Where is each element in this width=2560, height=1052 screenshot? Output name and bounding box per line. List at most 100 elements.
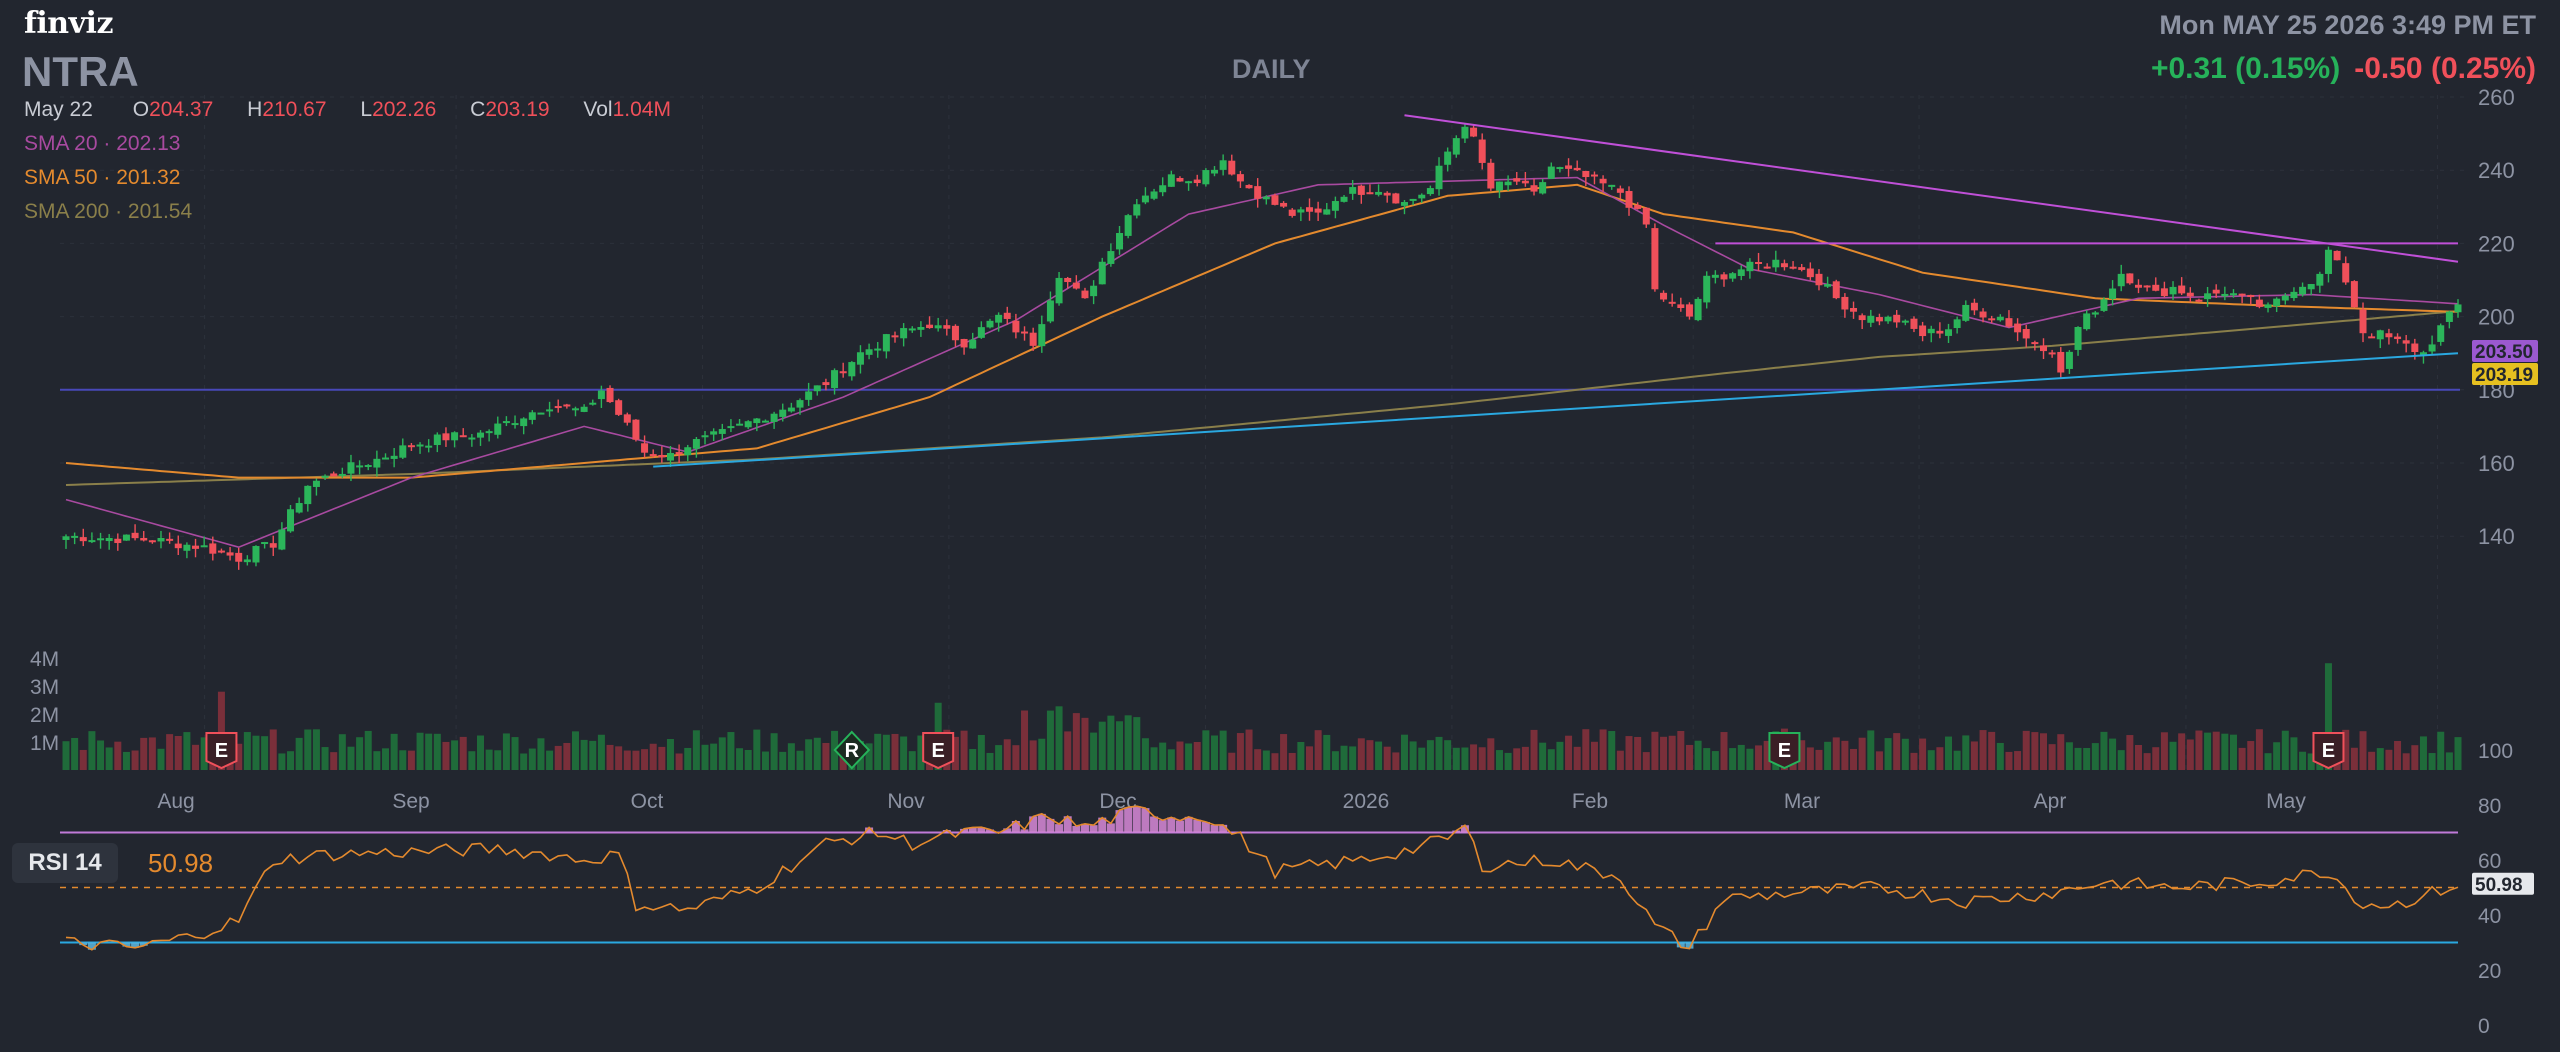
rsi-tick-label: 60: [2478, 850, 2501, 873]
candle-body: [1470, 127, 1478, 137]
volume-bar: [2437, 731, 2445, 770]
volume-bar: [1893, 733, 1901, 770]
candle-body: [2169, 286, 2177, 295]
volume-bar: [891, 733, 899, 770]
volume-bar: [701, 744, 709, 770]
volume-bar: [2359, 731, 2367, 770]
volume-bar: [1262, 750, 1270, 770]
volume-bar: [2031, 732, 2039, 770]
candle-body: [2385, 333, 2393, 338]
volume-bar: [1858, 737, 1866, 770]
candle-body: [1193, 179, 1201, 184]
candle-body: [364, 465, 372, 468]
candle-body: [217, 550, 225, 553]
price-tag-label: 203.19: [2475, 365, 2533, 386]
volume-bar: [1305, 746, 1313, 770]
candle-body: [122, 534, 130, 541]
candle-body: [1504, 181, 1512, 186]
candle-body: [347, 462, 355, 474]
volume-bar: [1927, 750, 1935, 770]
candle-body: [2307, 284, 2315, 290]
volume-bar: [174, 735, 182, 770]
candle-body: [1962, 304, 1970, 321]
candle-body: [977, 327, 985, 338]
candle-body: [2109, 288, 2117, 299]
volume-bar: [1625, 736, 1633, 770]
volume-bar: [1392, 752, 1400, 770]
volume-bar: [1366, 740, 1374, 770]
volume-bar: [2005, 751, 2013, 770]
volume-bar: [1970, 741, 1978, 770]
candle-body: [1547, 166, 1555, 179]
candle-body: [2117, 273, 2125, 287]
candle-body: [399, 445, 407, 458]
candle-body: [917, 327, 925, 330]
candle-body: [1850, 308, 1858, 312]
volume-tick-label: 2M: [30, 704, 59, 727]
event-marker-label: E: [1778, 740, 1791, 762]
volume-bar: [1746, 748, 1754, 770]
volume-bar: [736, 748, 744, 770]
volume-bar: [1936, 747, 1944, 770]
volume-bar: [356, 737, 364, 770]
candle-body: [649, 454, 657, 457]
volume-bar: [2247, 741, 2255, 770]
volume-bar: [1021, 710, 1029, 770]
candle-body: [2445, 311, 2453, 322]
volume-bar: [200, 737, 208, 770]
sma50-legend[interactable]: SMA 50 · 201.32: [24, 166, 181, 189]
sma200-legend[interactable]: SMA 200 · 201.54: [24, 200, 193, 223]
volume-bar: [1452, 747, 1460, 770]
candle-body: [528, 412, 536, 420]
volume-bar: [1444, 740, 1452, 770]
candle-body: [520, 418, 528, 427]
candle-body: [727, 426, 735, 429]
volume-bar: [459, 736, 467, 770]
finviz-logo[interactable]: finviz: [24, 6, 113, 41]
candle-body: [338, 473, 346, 476]
candle-body: [2160, 288, 2168, 297]
candle-body: [2238, 293, 2246, 296]
volume-bar: [1556, 741, 1564, 770]
volume-bar: [1677, 731, 1685, 770]
volume-bar: [900, 736, 908, 770]
volume-bar: [1116, 721, 1124, 770]
candle-body: [546, 409, 554, 412]
candle-body: [2411, 343, 2419, 352]
volume-bar: [1271, 753, 1279, 770]
volume-bar: [1850, 748, 1858, 770]
trendlines[interactable]: [653, 114, 2459, 468]
price-axis: 260240220200180160140203.50203.194M3M2M1…: [30, 85, 2538, 755]
candle-body: [796, 400, 804, 408]
volume-bar: [1461, 747, 1469, 770]
volume-bar: [1608, 731, 1616, 770]
timeframe-label[interactable]: DAILY: [1232, 54, 1311, 84]
candle-body: [1660, 292, 1668, 300]
sma20-legend[interactable]: SMA 20 · 202.13: [24, 132, 181, 155]
candle-body: [1409, 198, 1417, 201]
candle-body: [2255, 299, 2263, 307]
volume-bar: [1953, 750, 1961, 770]
volume-bar: [1815, 749, 1823, 770]
candle-body: [330, 473, 338, 477]
candle-body: [2316, 273, 2324, 286]
candle-body: [1556, 167, 1564, 170]
candle-body: [1038, 324, 1046, 347]
volume-bar: [917, 735, 925, 770]
volume-bar: [1090, 732, 1098, 770]
volume-bar: [373, 751, 381, 770]
change-negative: -0.50 (0.25%): [2354, 52, 2536, 85]
volume-bar: [1038, 738, 1046, 770]
candle-body: [943, 325, 951, 329]
candle-body: [1029, 332, 1037, 346]
rsi-panel: 100 80 60 40 20 0 50.98: [60, 740, 2534, 1038]
candle-body: [831, 370, 839, 389]
candle-body: [2083, 313, 2091, 330]
volume-bar: [1755, 745, 1763, 770]
volume-bar: [502, 733, 510, 770]
rsi-indicator-button[interactable]: RSI 14: [12, 843, 118, 883]
candle-body: [1746, 261, 1754, 272]
volume-bar: [399, 750, 407, 770]
